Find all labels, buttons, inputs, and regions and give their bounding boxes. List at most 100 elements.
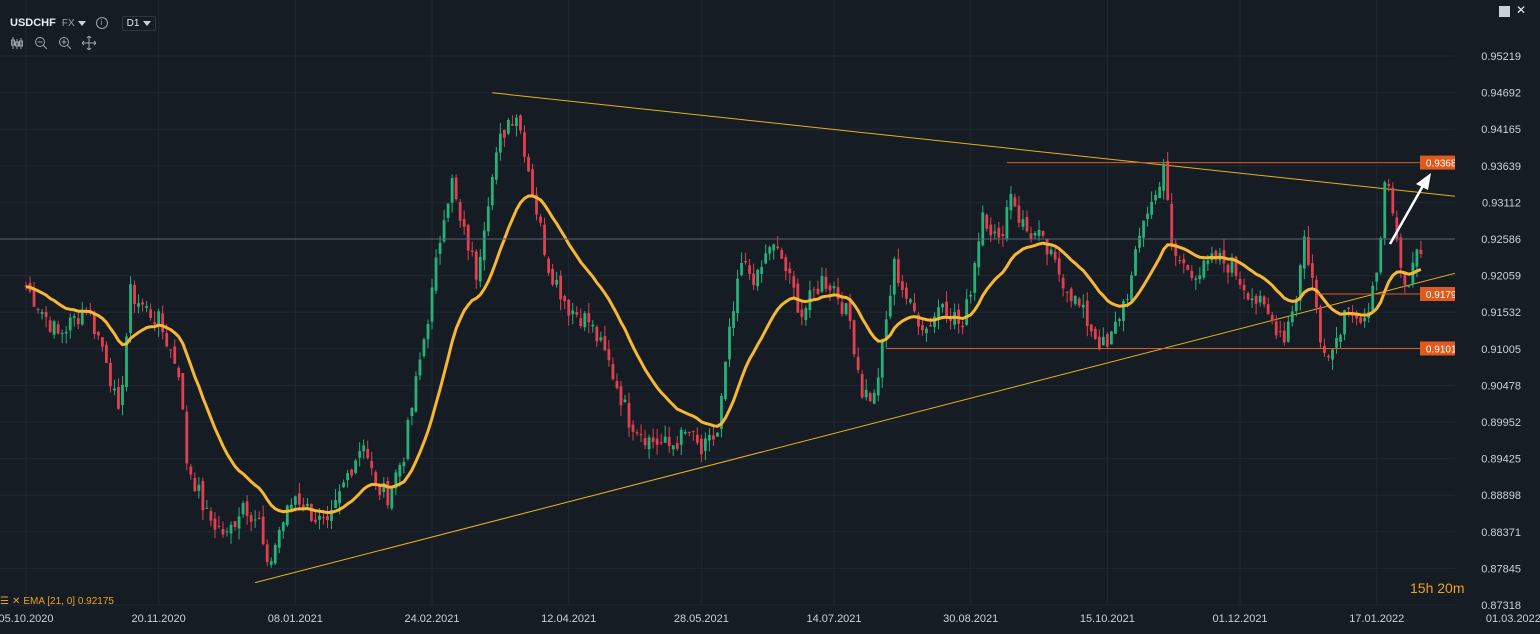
candle-body <box>1081 304 1085 308</box>
candle-body <box>382 483 386 492</box>
candle-body <box>1105 334 1109 347</box>
candle-body <box>137 303 140 307</box>
candle-body <box>213 518 217 530</box>
y-tick-label: 0.87318 <box>1481 600 1521 612</box>
candle-body <box>446 203 450 218</box>
candle-body <box>209 510 213 521</box>
candle-body <box>261 516 265 545</box>
candle-body <box>406 419 410 459</box>
candle-body <box>1174 243 1178 256</box>
market-selector[interactable]: FX <box>62 18 86 29</box>
candle-body <box>1242 284 1246 291</box>
candle-body <box>100 337 104 347</box>
candle-body <box>1005 207 1009 239</box>
candle-body <box>201 481 205 511</box>
candle-body <box>1359 317 1363 323</box>
symbol-label[interactable]: USDCHF <box>10 17 56 29</box>
resistance-trendline <box>492 92 1469 199</box>
candle-body <box>1415 249 1419 267</box>
candle-body <box>410 407 414 417</box>
candle-body <box>56 324 60 334</box>
y-tick-label: 0.87845 <box>1481 563 1521 575</box>
y-tick-label: 0.92586 <box>1481 234 1521 246</box>
x-tick-label: 24.02.2021 <box>404 613 459 625</box>
candle-body <box>724 361 727 400</box>
candle-body <box>1238 278 1242 285</box>
candle-body <box>1182 259 1186 264</box>
timeframe-selector[interactable]: D1 <box>121 15 157 31</box>
candle-body <box>414 376 418 412</box>
candle-body <box>961 325 965 328</box>
candle-body <box>1311 263 1314 278</box>
candle-body <box>575 311 579 315</box>
candle-body <box>800 309 804 318</box>
candle-body <box>370 460 374 469</box>
candle-body <box>490 176 494 206</box>
candle-body <box>96 331 100 336</box>
candle-body <box>764 253 768 264</box>
candle-body <box>792 276 796 288</box>
close-icon[interactable]: ✕ <box>1515 3 1526 17</box>
candle-body <box>426 323 430 340</box>
candle-body <box>1230 257 1234 273</box>
candle-body <box>418 359 422 376</box>
candle-body <box>547 258 550 273</box>
y-tick-label: 0.94165 <box>1481 124 1521 136</box>
candle-body <box>997 227 1001 238</box>
candle-body <box>109 362 112 387</box>
price-level-label: 0.91794 <box>1426 290 1463 301</box>
crosshair-move-icon[interactable] <box>81 35 97 51</box>
candle-body <box>900 281 904 290</box>
candle-body <box>318 515 321 520</box>
candle-body <box>44 311 48 317</box>
candle-body <box>165 333 169 347</box>
candle-body <box>1029 233 1033 239</box>
indicator-legend[interactable]: ☰ ✕ EMA [21, 0] 0.92175 <box>0 596 114 607</box>
candle-body <box>1379 237 1383 273</box>
candle-body <box>502 129 506 138</box>
candle-body <box>820 275 824 292</box>
candle-body <box>422 339 426 356</box>
zoom-out-icon[interactable] <box>34 36 48 50</box>
candle-body <box>301 504 305 510</box>
candle-body <box>24 285 28 287</box>
candle-body <box>752 273 756 286</box>
price-axis-background <box>1455 0 1540 634</box>
time-axis[interactable]: 05.10.2020 20.11.2020 08.01.2021 24.02.2021… <box>0 613 1540 625</box>
candle-body <box>36 308 40 311</box>
candle-body <box>860 374 864 398</box>
candle-body <box>1154 194 1158 201</box>
candle-body <box>929 325 932 327</box>
y-tick-label: 0.93639 <box>1481 161 1521 173</box>
info-icon[interactable]: i <box>95 17 108 29</box>
settings-icon[interactable]: ☰ <box>0 596 9 607</box>
candle-body <box>297 493 301 505</box>
candle-body <box>587 313 591 323</box>
candle-body <box>161 313 165 333</box>
candle-body <box>816 288 820 294</box>
candle-body <box>1395 217 1399 240</box>
zoom-in-icon[interactable] <box>58 36 72 50</box>
candle-body <box>394 472 398 489</box>
candle-body <box>281 522 285 532</box>
candle-body <box>611 364 615 380</box>
candle-body <box>603 336 607 351</box>
candle-body <box>1126 298 1129 300</box>
price-axis[interactable]: 0.95219 0.94692 0.94165 0.93639 0.93112 0.925… <box>1455 0 1540 634</box>
candle-body <box>1278 331 1282 333</box>
candle-body <box>60 333 64 335</box>
annotations: 0.93685 0.91794 0.91010 0.92586 <box>0 155 1528 356</box>
candle-body <box>523 132 526 157</box>
candles-icon[interactable] <box>10 36 24 50</box>
close-icon[interactable]: ✕ <box>11 596 21 607</box>
candle-body <box>1166 160 1170 200</box>
candle-body <box>1017 205 1021 223</box>
candle-body <box>105 344 108 363</box>
maximize-icon[interactable] <box>1498 6 1510 17</box>
candle-body <box>145 305 148 308</box>
candle-body <box>933 316 936 327</box>
candle-body <box>804 308 808 321</box>
candle-body <box>535 194 538 215</box>
candle-body <box>434 257 438 291</box>
